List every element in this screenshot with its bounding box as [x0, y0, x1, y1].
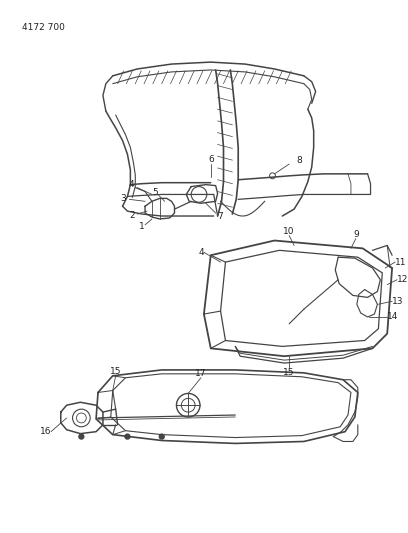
Text: 5: 5 — [152, 188, 158, 197]
Text: 15: 15 — [284, 368, 295, 377]
Text: 10: 10 — [284, 227, 295, 236]
Text: 6: 6 — [208, 155, 214, 164]
Text: 16: 16 — [40, 427, 51, 436]
Text: 2: 2 — [129, 211, 135, 220]
Text: 17: 17 — [195, 369, 207, 378]
Text: 9: 9 — [353, 230, 359, 239]
Text: 13: 13 — [392, 297, 404, 306]
Text: 11: 11 — [395, 257, 406, 266]
Text: 3: 3 — [121, 194, 126, 203]
Circle shape — [125, 434, 130, 439]
Text: 1: 1 — [139, 222, 145, 231]
Text: 12: 12 — [397, 275, 408, 284]
Text: 4: 4 — [129, 180, 134, 189]
Text: 14: 14 — [387, 312, 399, 321]
Circle shape — [79, 434, 84, 439]
Text: 8: 8 — [296, 156, 302, 165]
Text: 4: 4 — [198, 248, 204, 257]
Text: 7: 7 — [218, 212, 224, 221]
Text: 15: 15 — [110, 367, 122, 376]
Circle shape — [159, 434, 164, 439]
Text: 4172 700: 4172 700 — [22, 23, 64, 32]
